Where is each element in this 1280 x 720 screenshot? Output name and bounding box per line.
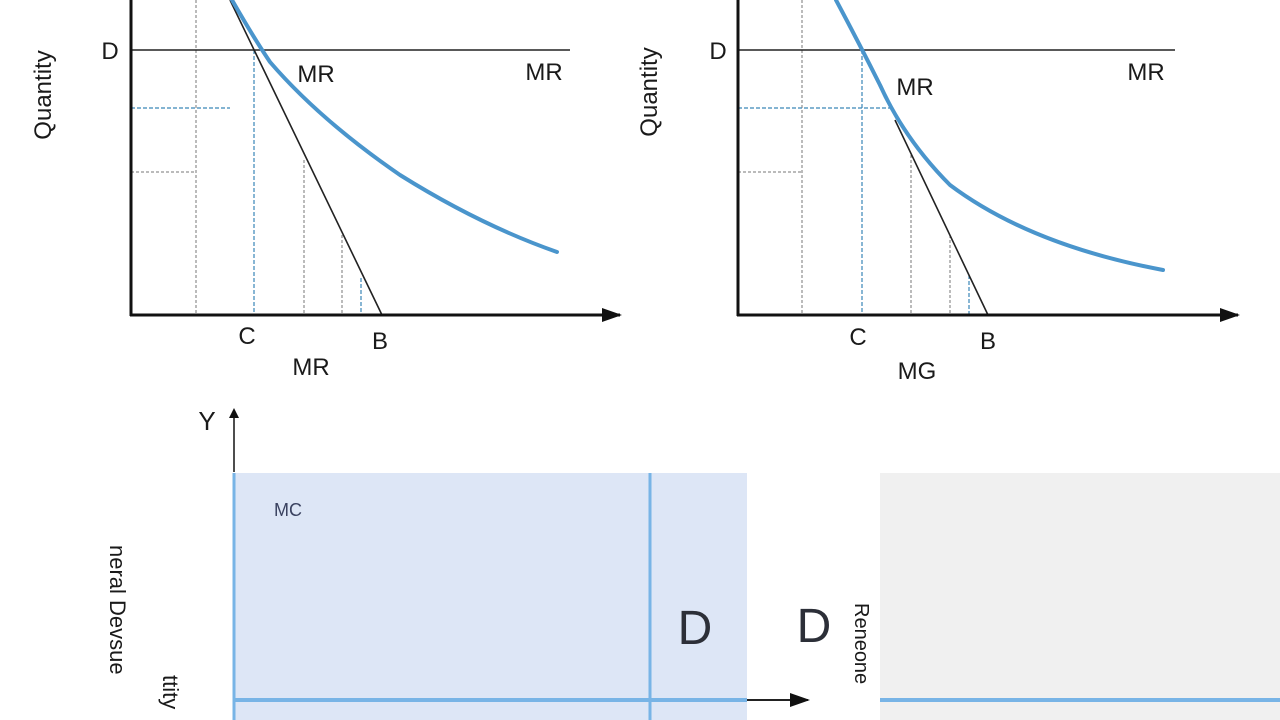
y-axis-label: neral Devsue (105, 545, 130, 675)
y-axis-label: Quantity (636, 47, 663, 136)
c-label: C (238, 323, 255, 350)
y-axis-label: Quantity (30, 50, 57, 139)
mr-label: MR (525, 59, 562, 86)
top-right-chart: D MR MR C B MG Quantity (636, 0, 1240, 385)
x-axis-label: MR (292, 354, 329, 381)
d-label: D (678, 602, 713, 655)
y-axis-label: ttity (158, 675, 183, 709)
d-label: D (797, 600, 832, 653)
d-label: D (101, 38, 118, 65)
mr-label: MR (1127, 59, 1164, 86)
mr-line (894, 119, 989, 316)
b-label: B (372, 328, 388, 355)
demand-curve (834, 0, 1165, 272)
top-left-chart: D MR MR C B MR Quantity (30, 0, 622, 381)
bottom-diagram: Y MC D D neral Devsue ttity Reneone (105, 406, 1280, 720)
mr-label: MR (896, 74, 933, 101)
shaded-panel (234, 473, 747, 720)
d-label: D (709, 38, 726, 65)
gray-panel (880, 473, 1280, 720)
mc-label: MC (274, 500, 302, 520)
demand-curve (230, 0, 559, 254)
right-axis-label: Reneone (850, 603, 872, 684)
mr-line (229, 0, 383, 316)
b-label: B (980, 328, 996, 355)
y-label: Y (198, 406, 215, 436)
mr-label: MR (297, 61, 334, 88)
x-axis-label: MG (898, 358, 937, 385)
c-label: C (849, 324, 866, 351)
